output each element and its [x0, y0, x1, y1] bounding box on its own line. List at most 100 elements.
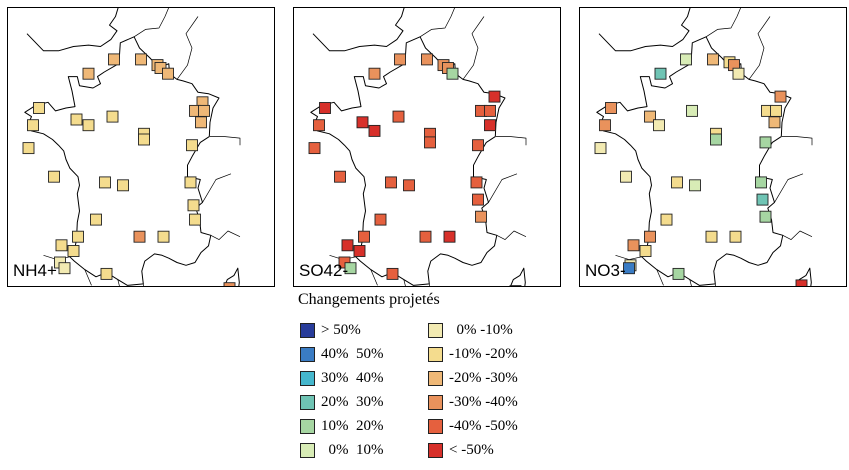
station-marker [356, 116, 369, 129]
station-marker [639, 245, 652, 257]
station-marker [189, 213, 201, 226]
station-marker [605, 102, 617, 114]
legend-swatch [428, 394, 443, 410]
station-marker [475, 210, 487, 223]
station-marker [509, 285, 522, 286]
neighbour-border [403, 279, 406, 286]
england-coastline [312, 8, 405, 52]
station-marker [106, 110, 119, 123]
station-marker [654, 67, 667, 80]
neighbour-border [689, 279, 692, 286]
station-marker [472, 139, 484, 152]
station-marker [424, 136, 436, 149]
station-marker [759, 136, 772, 149]
neighbour-border [370, 269, 378, 286]
legend-swatch [300, 418, 315, 434]
england-coastline [598, 8, 691, 52]
station-marker [770, 104, 782, 117]
panel-label-no3: NO3- [585, 261, 626, 280]
neighbour-border [496, 136, 527, 146]
legend-swatch [300, 322, 315, 338]
legend-item: 20% 30% [300, 392, 384, 412]
station-marker [644, 110, 656, 123]
station-marker [90, 213, 102, 226]
legend-item: 40% 50% [300, 344, 384, 364]
station-marker [308, 142, 321, 155]
neighbour-border [117, 279, 120, 286]
station-marker [368, 67, 381, 80]
legend-label: -20% -30% [449, 369, 518, 386]
legend-label: 20% 30% [321, 393, 384, 410]
station-marker [99, 176, 111, 189]
neighbour-border [462, 16, 485, 80]
station-marker [22, 142, 35, 155]
map-panel-no3: NO3- [579, 7, 847, 287]
station-marker [58, 262, 71, 275]
station-marker [671, 176, 683, 189]
station-marker [689, 179, 701, 192]
station-marker [686, 104, 698, 117]
station-marker [334, 170, 346, 183]
legend-item: -10% -20% [428, 344, 518, 364]
station-marker [67, 245, 80, 257]
station-marker [774, 90, 787, 103]
station-marker [341, 239, 354, 252]
station-marker [653, 119, 665, 132]
station-marker [368, 124, 381, 137]
station-marker [48, 170, 60, 183]
france-map-no3 [594, 8, 813, 286]
station-marker [488, 90, 501, 103]
station-marker [157, 230, 170, 243]
station-marker [82, 119, 95, 132]
legend-label: 30% 40% [321, 369, 384, 386]
neighbour-border [615, 254, 642, 260]
legend-label: < -50% [449, 441, 494, 458]
station-marker [472, 193, 484, 206]
station-marker [374, 213, 387, 226]
legend-item: > 50% [300, 320, 361, 340]
station-marker [759, 210, 772, 223]
corsica-outline [510, 267, 526, 286]
station-marker [620, 170, 632, 183]
station-marker [385, 176, 397, 189]
station-marker [394, 53, 406, 66]
panel-label-nh4: NH4+ [13, 261, 57, 280]
neighbour-border [419, 8, 455, 38]
legend-label: -10% -20% [449, 345, 518, 362]
station-marker [732, 67, 745, 80]
legend-swatch [428, 418, 443, 434]
station-marker [729, 230, 742, 243]
station-marker [795, 279, 808, 286]
station-marker [55, 239, 68, 252]
legend-label: > 50% [321, 321, 361, 338]
station-marker [660, 213, 673, 226]
neighbour-border [496, 230, 527, 240]
station-marker [403, 179, 415, 192]
station-marker [644, 230, 656, 243]
station-marker [313, 119, 325, 132]
station-marker [198, 104, 210, 117]
neighbour-border [774, 173, 804, 203]
station-marker [594, 142, 607, 155]
neighbour-border [133, 8, 169, 38]
france-outline [310, 36, 506, 286]
station-marker [195, 116, 207, 129]
station-marker [108, 53, 120, 66]
station-marker [680, 53, 692, 66]
station-marker [187, 199, 200, 212]
legend-swatch [428, 322, 443, 338]
legend-label: 0% -10% [449, 321, 513, 338]
station-marker [70, 113, 83, 126]
france-outline [24, 36, 220, 286]
station-marker [72, 230, 84, 243]
legend-label: 10% 20% [321, 417, 384, 434]
station-marker [599, 119, 611, 132]
station-marker [756, 193, 769, 206]
england-coastline [26, 8, 119, 52]
panel-label-so4: SO42- [299, 261, 349, 280]
corsica-outline [224, 267, 240, 286]
neighbour-border [656, 269, 664, 286]
neighbour-border [782, 136, 813, 146]
neighbour-border [210, 230, 241, 240]
station-marker [705, 230, 718, 243]
